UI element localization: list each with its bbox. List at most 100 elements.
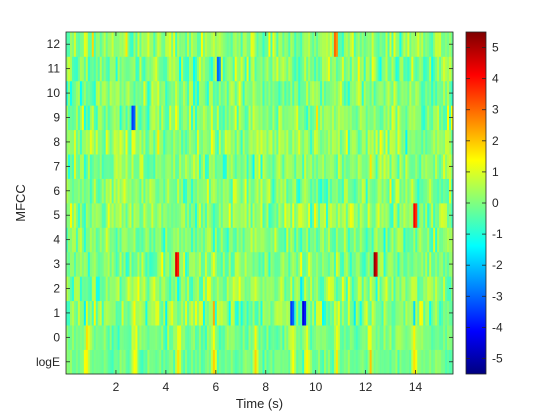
heatmap-cell <box>375 325 378 350</box>
heatmap-cell <box>161 32 164 57</box>
heatmap-cell <box>276 276 279 302</box>
heatmap-cell <box>87 80 91 106</box>
heatmap-cell <box>79 80 83 106</box>
heatmap-cell <box>143 105 146 131</box>
heatmap-cell <box>252 203 255 228</box>
heatmap-cell <box>393 56 396 82</box>
heatmap-cell <box>181 276 184 302</box>
heatmap-cell <box>351 251 355 277</box>
heatmap-cell <box>318 349 321 375</box>
heatmap-cell <box>145 105 148 131</box>
heatmap-cell <box>103 105 107 131</box>
heatmap-cell <box>266 300 269 326</box>
heatmap-cell <box>419 276 422 302</box>
heatmap-cell <box>306 276 309 302</box>
heatmap-cell <box>159 227 162 253</box>
heatmap-cell <box>357 32 361 57</box>
heatmap-cell <box>343 325 347 350</box>
heatmap-cell <box>208 178 212 204</box>
heatmap-cell <box>351 129 355 155</box>
heatmap-cell <box>351 56 355 82</box>
heatmap-cell <box>280 56 283 82</box>
heatmap-cell <box>256 227 259 253</box>
heatmap-cell <box>169 56 172 82</box>
heatmap-cell <box>425 129 428 155</box>
heatmap-cell <box>200 227 204 253</box>
heatmap-cell <box>417 32 420 57</box>
heatmap-cell <box>357 300 361 326</box>
heatmap-cell <box>75 32 79 57</box>
heatmap-cell <box>101 56 105 82</box>
heatmap-cell <box>417 56 420 82</box>
heatmap-cell <box>349 325 353 350</box>
heatmap-cell <box>248 349 251 375</box>
heatmap-cell <box>218 349 222 375</box>
heatmap-cell <box>69 80 73 106</box>
heatmap-cell <box>183 129 186 155</box>
heatmap-cell <box>343 276 347 302</box>
heatmap-cell <box>123 276 126 302</box>
heatmap-cell <box>127 56 130 82</box>
heatmap-cell <box>127 251 130 277</box>
heatmap-cell <box>411 105 414 131</box>
heatmap-cell <box>155 129 158 155</box>
heatmap-cell <box>149 325 152 350</box>
heatmap-cell <box>185 32 188 57</box>
heatmap-cell <box>189 178 192 204</box>
heatmap-cell <box>324 300 327 326</box>
heatmap-cell <box>123 300 126 326</box>
heatmap-cell <box>69 251 73 277</box>
heatmap-cell <box>294 203 297 228</box>
heatmap-cell <box>268 32 271 57</box>
heatmap-cell <box>163 325 166 350</box>
heatmap-cell <box>191 105 194 131</box>
heatmap-cell <box>335 349 339 375</box>
heatmap-cell <box>195 129 198 155</box>
heatmap-cell <box>71 300 75 326</box>
heatmap-cell <box>286 178 289 204</box>
heatmap-cell <box>431 32 434 57</box>
heatmap-cell <box>433 349 436 375</box>
heatmap-cell <box>270 251 273 277</box>
heatmap-cell <box>212 32 216 57</box>
heatmap-cell <box>365 178 369 204</box>
heatmap-cell <box>325 56 329 82</box>
heatmap-cell <box>379 32 382 57</box>
heatmap-cell <box>341 251 345 277</box>
heatmap-cell <box>333 325 337 350</box>
heatmap-cell <box>248 300 251 326</box>
heatmap-cell <box>439 349 442 375</box>
heatmap-cell <box>89 154 93 179</box>
heatmap-cell <box>292 251 295 277</box>
heatmap-cell <box>407 56 410 82</box>
heatmap-cell <box>327 154 331 179</box>
heatmap-cell <box>300 349 303 375</box>
heatmap-cell <box>405 154 408 179</box>
heatmap-cell <box>294 105 297 131</box>
heatmap-cell <box>385 251 388 277</box>
heatmap-cell <box>185 349 188 375</box>
heatmap-cell <box>290 251 293 277</box>
heatmap-cell <box>195 32 198 57</box>
heatmap-cell <box>238 251 241 277</box>
heatmap-cell <box>107 276 111 302</box>
heatmap-cell <box>284 325 287 350</box>
heatmap-cell <box>252 56 255 82</box>
heatmap-cell <box>75 227 79 253</box>
heatmap-cell <box>151 325 154 350</box>
heatmap-cell <box>437 251 440 277</box>
heatmap-cell <box>216 154 220 179</box>
heatmap-cell <box>367 105 370 131</box>
heatmap-cell <box>441 154 444 179</box>
heatmap-cell <box>361 178 365 204</box>
heatmap-cell <box>95 129 99 155</box>
heatmap-cell <box>373 32 376 57</box>
heatmap-cell <box>395 227 398 253</box>
heatmap-cell <box>260 32 263 57</box>
heatmap-cell <box>270 227 273 253</box>
heatmap-cell <box>435 80 438 106</box>
heatmap-cell <box>421 227 424 253</box>
heatmap-cell <box>284 105 287 131</box>
heatmap-cell <box>258 251 261 277</box>
heatmap-cell <box>234 276 238 302</box>
